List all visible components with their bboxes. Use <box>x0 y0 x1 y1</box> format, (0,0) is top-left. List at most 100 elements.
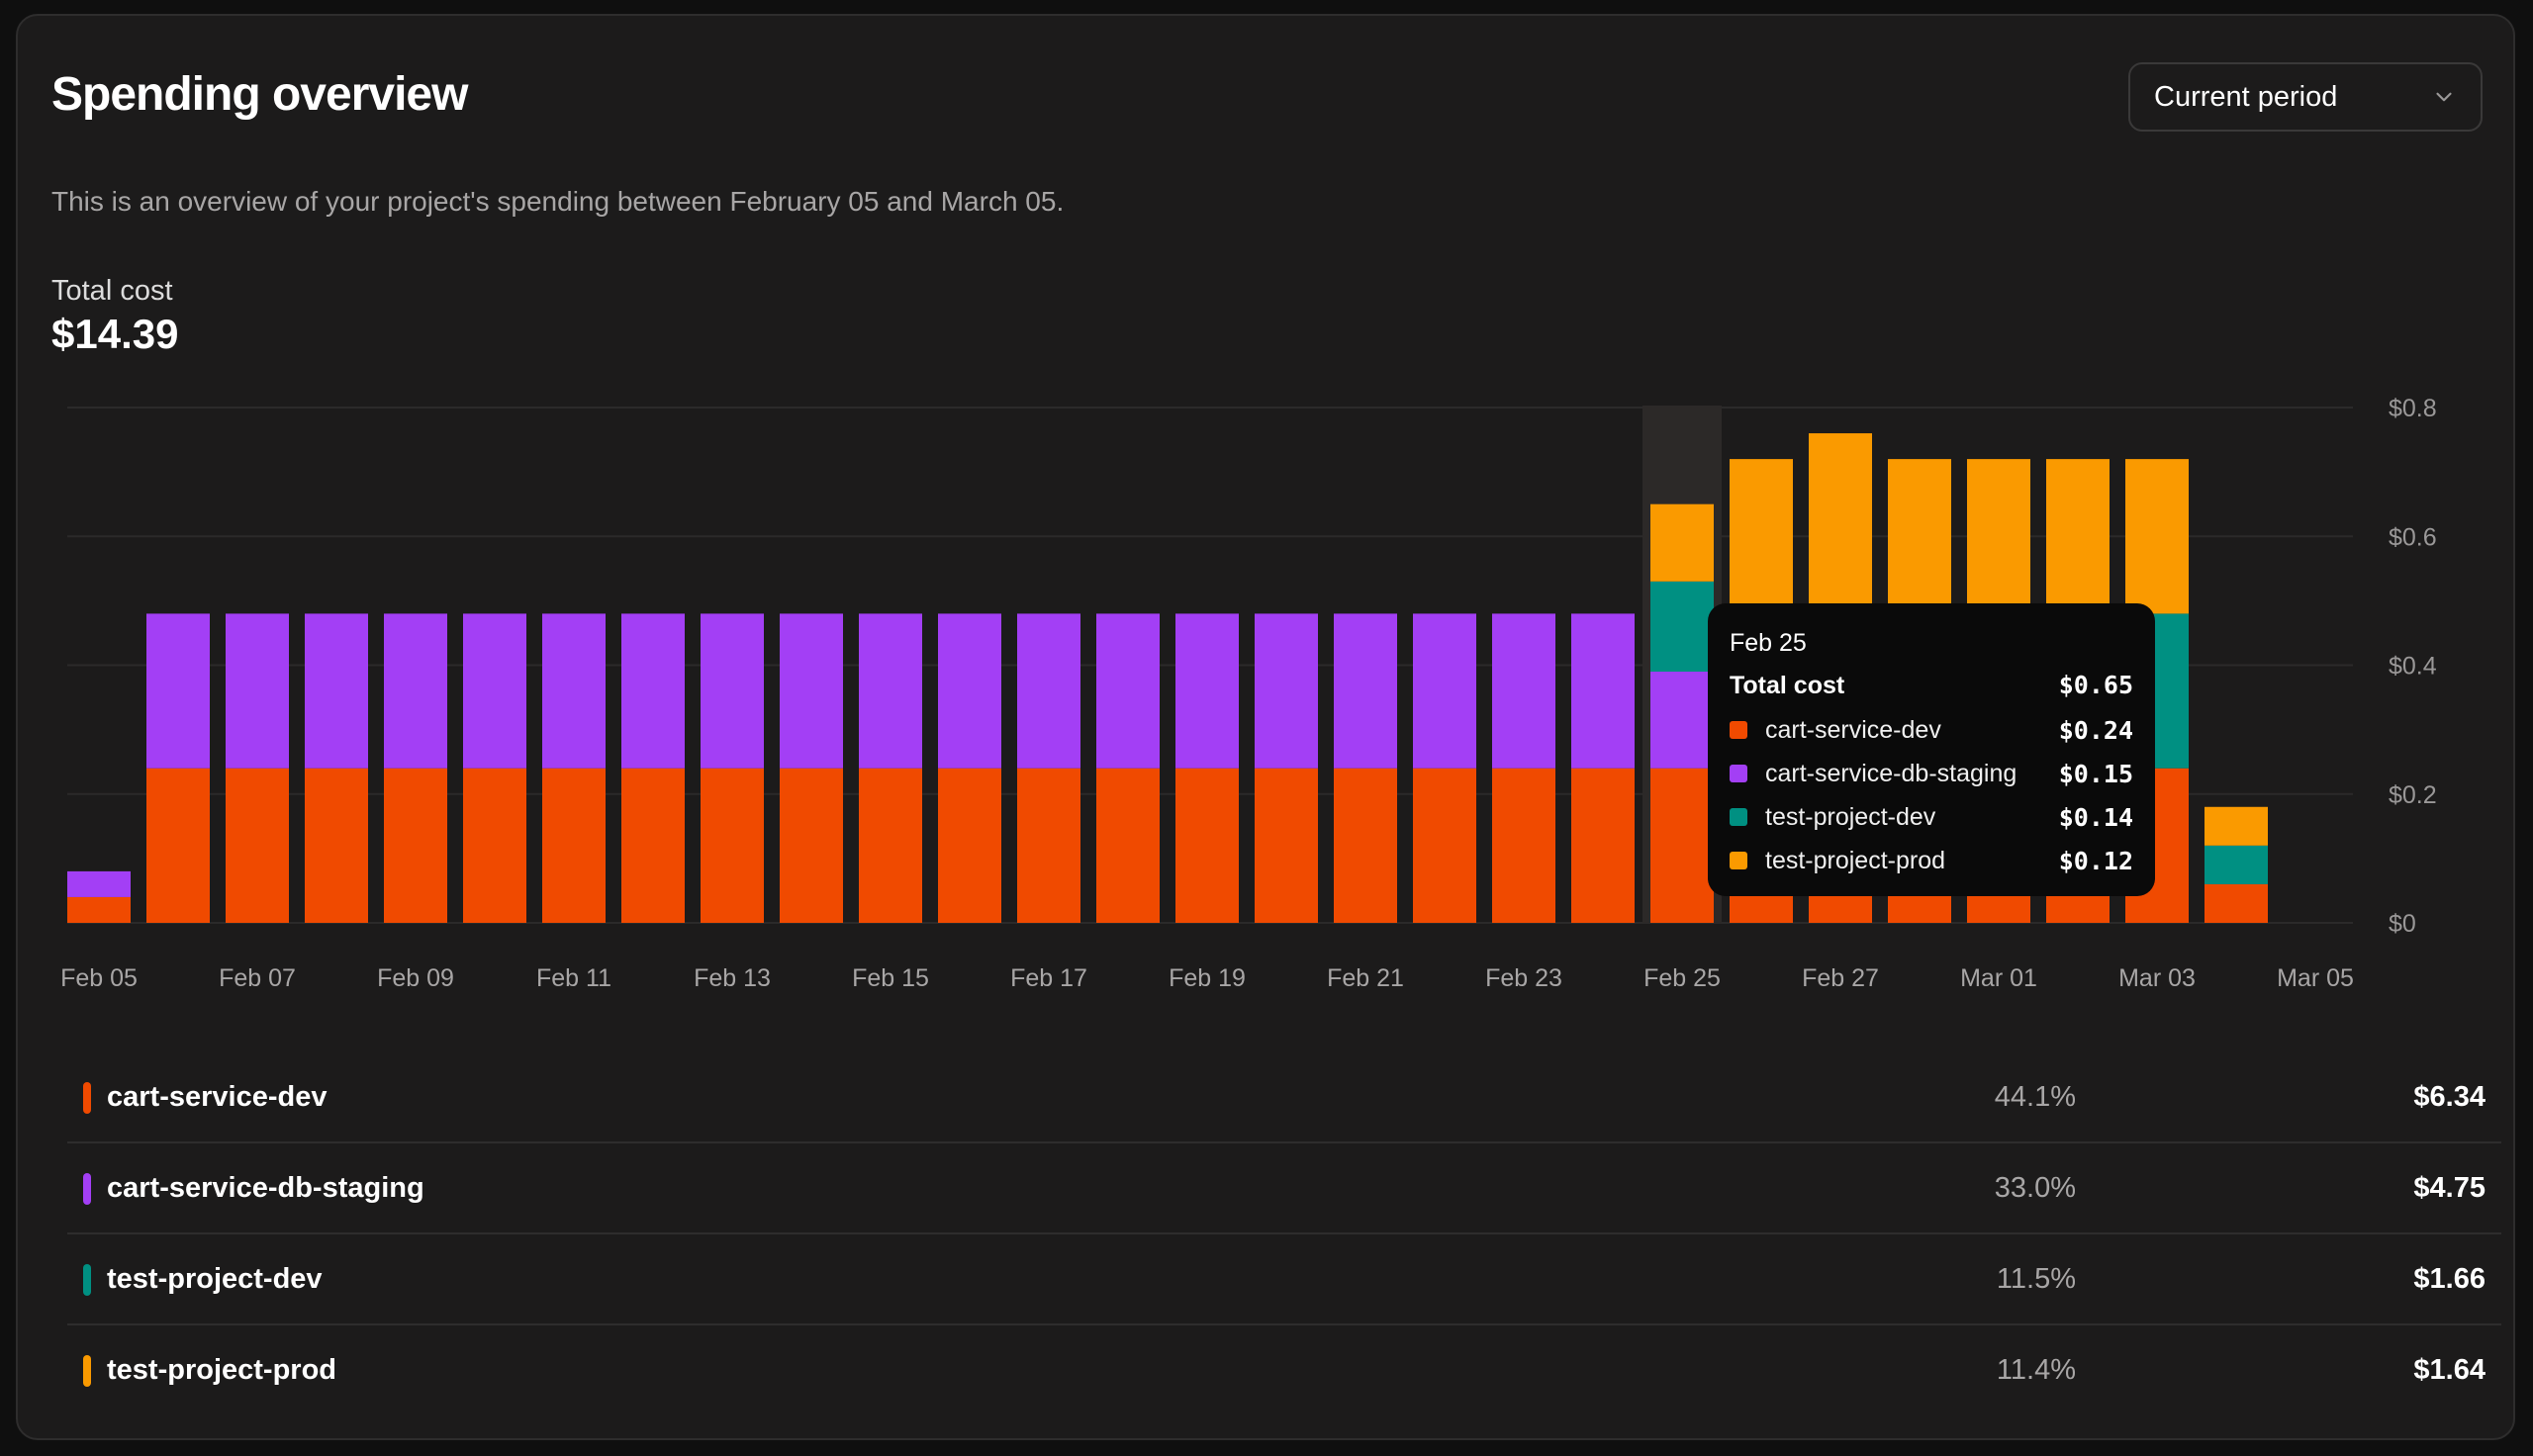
x-tick-label: Feb 21 <box>1327 964 1404 992</box>
tooltip-item: cart-service-db-staging $0.15 <box>1730 752 2133 795</box>
bar-segment-cart-service-db-staging[interactable] <box>1334 613 1397 769</box>
table-row[interactable]: cart-service-db-staging 33.0% $4.75 <box>67 1143 2501 1234</box>
table-row[interactable]: test-project-dev 11.5% $1.66 <box>67 1234 2501 1325</box>
series-color-bar <box>83 1355 91 1387</box>
chevron-down-icon <box>2436 92 2452 102</box>
chart-tooltip: Feb 25 Total cost $0.65 cart-service-dev… <box>1708 603 2155 896</box>
x-tick-label: Mar 01 <box>1960 964 2037 992</box>
tooltip-item-name: test-project-prod <box>1765 846 1946 874</box>
bar-segment-test-project-prod[interactable] <box>2205 806 2268 846</box>
cost-amount: $1.64 <box>2413 1354 2486 1386</box>
bar-segment-cart-service-db-staging[interactable] <box>621 613 685 769</box>
bar-segment-cart-service-db-staging[interactable] <box>67 870 131 897</box>
bar-segment-cart-service-dev[interactable] <box>859 768 922 923</box>
bar-segment-cart-service-db-staging[interactable] <box>1017 613 1080 769</box>
bar-segment-cart-service-dev[interactable] <box>701 768 764 923</box>
x-tick-label: Feb 17 <box>1010 964 1087 992</box>
bar-segment-cart-service-dev[interactable] <box>2205 883 2268 923</box>
bar-segment-test-project-dev[interactable] <box>2205 845 2268 884</box>
bar-segment-cart-service-db-staging[interactable] <box>226 613 289 769</box>
bar-segment-cart-service-dev[interactable] <box>1492 768 1555 923</box>
tooltip-item-name: test-project-dev <box>1765 802 1936 831</box>
bar-segment-cart-service-dev[interactable] <box>1175 768 1239 923</box>
bar-segment-cart-service-db-staging[interactable] <box>1571 613 1635 769</box>
tooltip-item-name: cart-service-db-staging <box>1765 759 2017 787</box>
x-tick-label: Feb 19 <box>1169 964 1246 992</box>
bar-segment-cart-service-db-staging[interactable] <box>1650 672 1714 769</box>
bar-segment-cart-service-dev[interactable] <box>1096 768 1160 923</box>
bar-segment-cart-service-dev[interactable] <box>1255 768 1318 923</box>
bar-segment-test-project-dev[interactable] <box>1650 581 1714 673</box>
bar-segment-cart-service-db-staging[interactable] <box>1413 613 1476 769</box>
tooltip-total-row: Total cost $0.65 <box>1730 663 2133 708</box>
total-cost-value: $14.39 <box>51 311 179 357</box>
bar-segment-cart-service-dev[interactable] <box>305 768 368 923</box>
series-swatch <box>1730 852 1747 869</box>
tooltip-item: test-project-dev $0.14 <box>1730 795 2133 839</box>
table-row[interactable]: test-project-prod 11.4% $1.64 <box>67 1325 2501 1414</box>
tooltip-total-value: $0.65 <box>2058 671 2133 699</box>
bar-segment-cart-service-dev[interactable] <box>621 768 685 923</box>
cost-amount: $6.34 <box>2413 1081 2486 1113</box>
bar-segment-test-project-prod[interactable] <box>1809 433 1872 614</box>
period-select[interactable]: Current period <box>2128 62 2483 132</box>
bar-segment-cart-service-db-staging[interactable] <box>1175 613 1239 769</box>
series-color-bar <box>83 1173 91 1205</box>
bar-segment-cart-service-db-staging[interactable] <box>146 613 210 769</box>
bar-segment-test-project-prod[interactable] <box>2125 459 2189 614</box>
bar-segment-cart-service-db-staging[interactable] <box>938 613 1001 769</box>
y-tick-label: $0.6 <box>2389 523 2437 551</box>
bar-segment-cart-service-dev[interactable] <box>1650 768 1714 923</box>
bar-segment-cart-service-db-staging[interactable] <box>305 613 368 769</box>
bar-segment-cart-service-db-staging[interactable] <box>701 613 764 769</box>
cost-percent: 11.5% <box>1996 1263 2076 1295</box>
x-tick-label: Feb 23 <box>1485 964 1562 992</box>
y-tick-label: $0.8 <box>2389 395 2437 422</box>
table-row[interactable]: cart-service-dev 44.1% $6.34 <box>67 1052 2501 1143</box>
bar-segment-cart-service-dev[interactable] <box>384 768 447 923</box>
cost-breakdown-table: cart-service-dev 44.1% $6.34 cart-servic… <box>67 1052 2501 1414</box>
bar-segment-test-project-prod[interactable] <box>1967 459 2030 614</box>
period-description: This is an overview of your project's sp… <box>51 186 1065 217</box>
total-cost-label: Total cost <box>51 275 173 307</box>
bar-segment-cart-service-db-staging[interactable] <box>780 613 843 769</box>
x-tick-label: Feb 13 <box>694 964 771 992</box>
series-color-bar <box>83 1264 91 1296</box>
bar-segment-cart-service-dev[interactable] <box>463 768 526 923</box>
x-tick-label: Feb 15 <box>852 964 929 992</box>
cost-percent: 33.0% <box>1994 1172 2076 1204</box>
bar-segment-cart-service-dev[interactable] <box>146 768 210 923</box>
x-tick-label: Feb 05 <box>60 964 138 992</box>
bar-segment-cart-service-dev[interactable] <box>1334 768 1397 923</box>
bar-segment-cart-service-db-staging[interactable] <box>1255 613 1318 769</box>
x-tick-label: Feb 27 <box>1802 964 1879 992</box>
bar-segment-cart-service-dev[interactable] <box>1413 768 1476 923</box>
x-tick-label: Feb 25 <box>1643 964 1721 992</box>
x-tick-label: Mar 03 <box>2118 964 2196 992</box>
bar-segment-cart-service-dev[interactable] <box>67 896 131 923</box>
bar-segment-cart-service-db-staging[interactable] <box>542 613 606 769</box>
tooltip-date: Feb 25 <box>1730 629 1807 657</box>
bar-segment-test-project-prod[interactable] <box>1730 459 1793 614</box>
bar-segment-cart-service-db-staging[interactable] <box>1096 613 1160 769</box>
bar-segment-cart-service-dev[interactable] <box>1571 768 1635 923</box>
bar-segment-test-project-prod[interactable] <box>1888 459 1951 614</box>
x-tick-label: Feb 07 <box>219 964 296 992</box>
bar-segment-cart-service-dev[interactable] <box>226 768 289 923</box>
bar-segment-cart-service-db-staging[interactable] <box>463 613 526 769</box>
y-tick-label: $0.2 <box>2389 781 2437 809</box>
project-name: cart-service-db-staging <box>107 1172 424 1204</box>
bar-segment-cart-service-db-staging[interactable] <box>1492 613 1555 769</box>
bar-segment-test-project-prod[interactable] <box>2046 459 2110 614</box>
bar-segment-cart-service-dev[interactable] <box>938 768 1001 923</box>
bar-segment-cart-service-dev[interactable] <box>542 768 606 923</box>
y-tick-label: $0.4 <box>2389 653 2437 681</box>
bar-segment-cart-service-dev[interactable] <box>780 768 843 923</box>
series-color-bar <box>83 1082 91 1114</box>
tooltip-total-label: Total cost <box>1730 672 1845 699</box>
bar-segment-cart-service-dev[interactable] <box>1017 768 1080 923</box>
series-swatch <box>1730 765 1747 782</box>
bar-segment-cart-service-db-staging[interactable] <box>859 613 922 769</box>
bar-segment-test-project-prod[interactable] <box>1650 503 1714 582</box>
bar-segment-cart-service-db-staging[interactable] <box>384 613 447 769</box>
